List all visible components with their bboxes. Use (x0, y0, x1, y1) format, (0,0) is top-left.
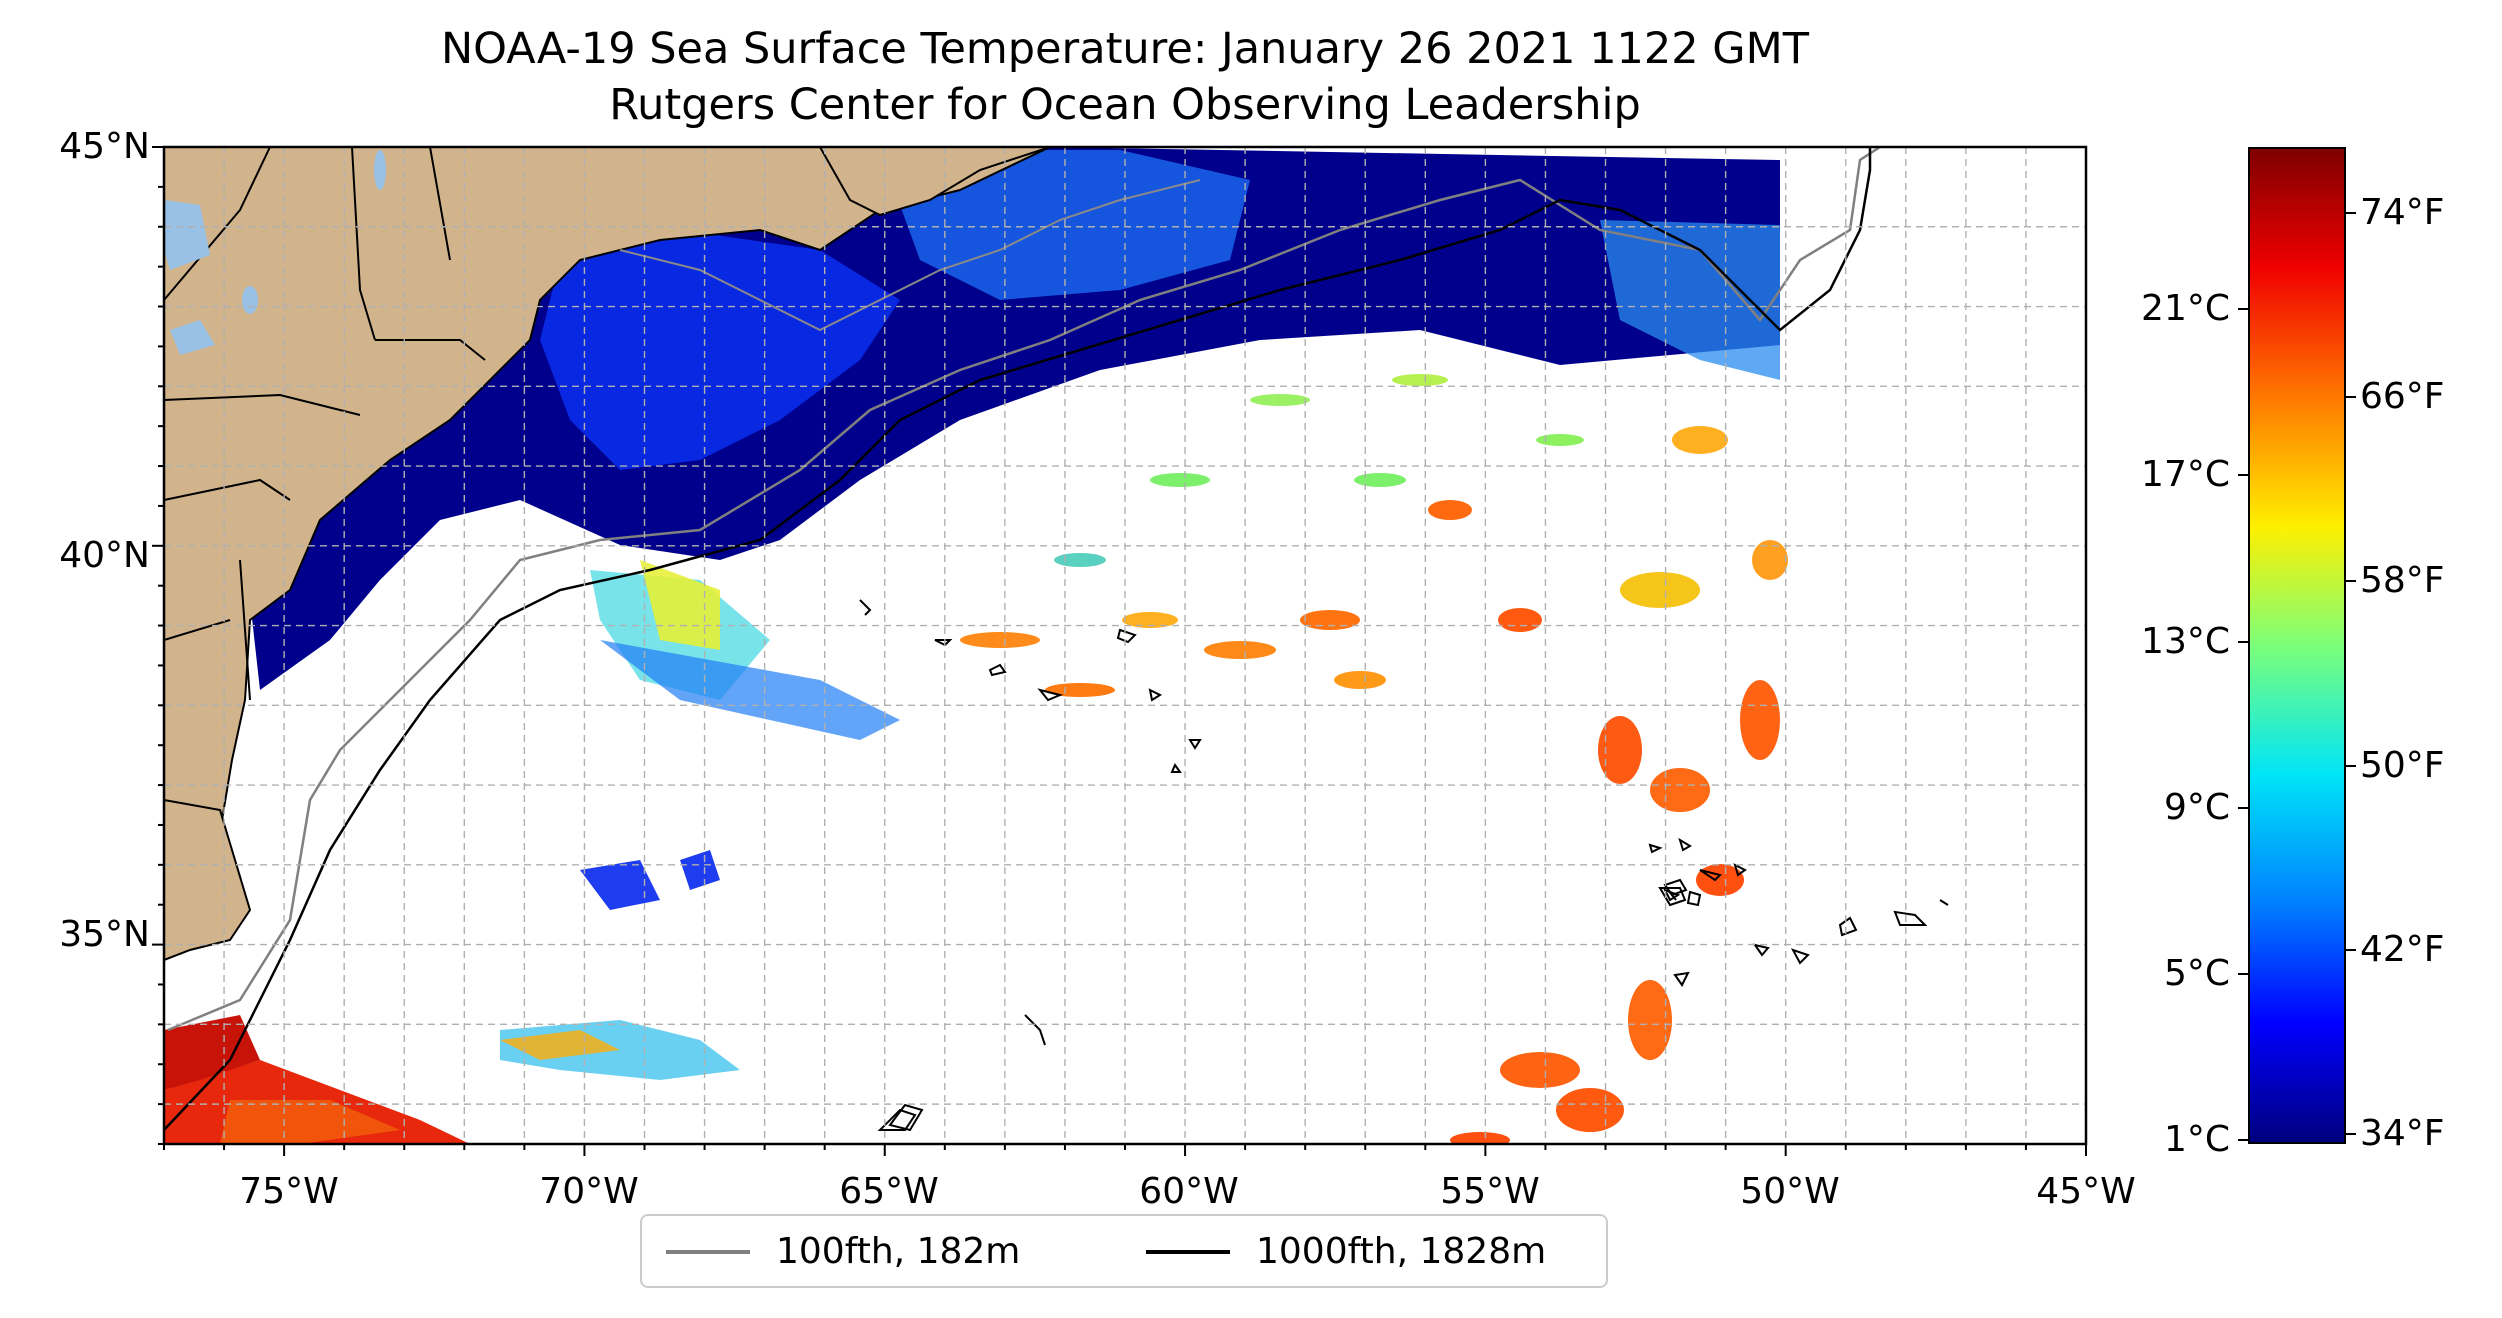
x-tick-label: 45°W (2036, 1171, 2136, 1212)
colorbar-fahrenheit-label: 50°F (2360, 745, 2445, 786)
seamount-contours (859, 599, 1949, 1132)
colorbar-fahrenheit-label: 34°F (2360, 1113, 2445, 1154)
colorbar-celsius-label: 1°C (2163, 1119, 2230, 1160)
colorbar-celsius-label: 17°C (2141, 454, 2230, 495)
land-cape-hatteras (164, 798, 252, 962)
lakes (164, 150, 386, 355)
colorbar-fahrenheit-label: 58°F (2360, 560, 2445, 601)
x-tick-label: 75°W (239, 1171, 339, 1212)
x-tick-label: 70°W (539, 1171, 639, 1212)
sst-cold-swath-blue (540, 230, 900, 470)
legend-swatch-black-line (1146, 1250, 1230, 1254)
contour-inner-gray (619, 179, 1201, 332)
sst-slope-yellow (640, 560, 720, 650)
legend-item-1000fth: 1000fth, 1828m (1146, 1230, 1546, 1274)
legend-swatch-gray-line (666, 1250, 750, 1254)
colorbar-fahrenheit-label: 74°F (2360, 192, 2445, 233)
x-tick-label: 60°W (1139, 1171, 1239, 1212)
x-tick-label: 55°W (1440, 1171, 1540, 1212)
land-maritimes (818, 147, 1051, 217)
y-tick-label: 40°N (59, 535, 150, 576)
chart-subtitle: Rutgers Center for Ocean Observing Leade… (609, 80, 1641, 130)
sst-south-warm-orange (220, 1100, 400, 1144)
chart-title: NOAA-19 Sea Surface Temperature: January… (441, 24, 1809, 74)
x-tick-label: 65°W (839, 1171, 939, 1212)
legend-item-100fth: 100fth, 182m (666, 1230, 1020, 1274)
state-boundaries (164, 147, 486, 701)
colorbar-celsius-label: 5°C (2163, 953, 2230, 994)
colorbar-fahrenheit-label: 42°F (2360, 929, 2445, 970)
legend: 100fth, 182m 1000fth, 1828m (640, 1214, 1608, 1288)
colorbar-fahrenheit-label: 66°F (2360, 376, 2445, 417)
x-tick-label: 50°W (1740, 1171, 1840, 1212)
tick-marks (152, 146, 2087, 1156)
sst-warm-patches (960, 374, 1788, 1144)
sst-blue-specks (580, 860, 660, 910)
sst-south-red-edge (164, 1015, 260, 1090)
colorbar-celsius-label: 9°C (2163, 787, 2230, 828)
sst-blue-specks-2 (680, 850, 720, 890)
colorbar-celsius-label: 21°C (2141, 288, 2230, 329)
contour-1000fth (164, 147, 1872, 1131)
legend-label: 100fth, 182m (776, 1231, 1021, 1272)
sst-mid-patch-warm (500, 1030, 620, 1060)
y-tick-label: 35°N (59, 914, 150, 955)
colorbar-celsius-label: 13°C (2141, 621, 2230, 662)
colorbar (2248, 147, 2346, 1144)
legend-label: 1000fth, 1828m (1256, 1231, 1547, 1272)
contour-100fth (167, 147, 1881, 1032)
y-tick-label: 45°N (59, 126, 150, 167)
sst-northeast-patch (1600, 220, 1780, 380)
